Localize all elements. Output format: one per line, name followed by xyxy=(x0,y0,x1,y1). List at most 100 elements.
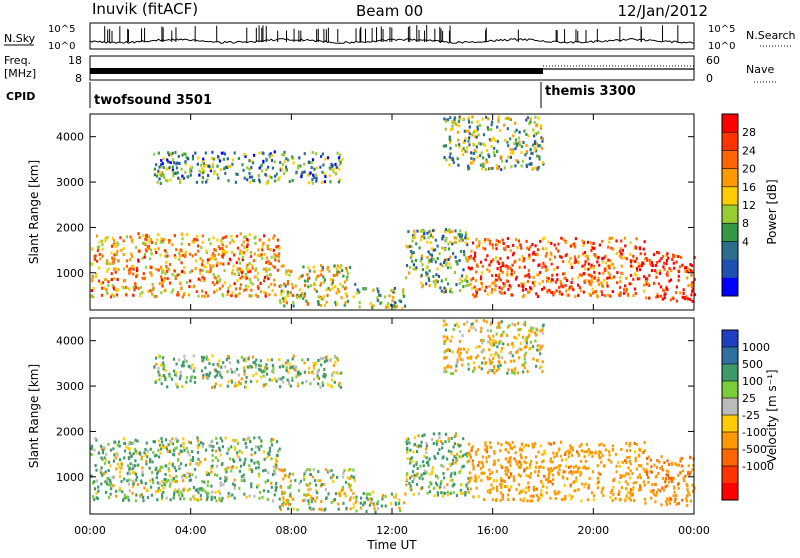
echo-cell xyxy=(517,160,520,164)
echo-cell xyxy=(167,267,170,271)
echo-cell xyxy=(235,466,238,470)
echo-cell xyxy=(468,478,471,482)
echo-cell xyxy=(173,466,176,470)
echo-cell xyxy=(173,369,176,373)
echo-cell xyxy=(529,148,532,152)
echo-cell xyxy=(191,363,194,367)
echo-cell xyxy=(575,476,578,480)
echo-cell xyxy=(432,229,435,233)
echo-cell xyxy=(215,288,219,292)
echo-cell xyxy=(338,494,341,498)
echo-cell xyxy=(303,361,306,365)
echo-cell xyxy=(481,471,484,475)
echo-cell xyxy=(460,491,463,495)
echo-cell xyxy=(275,463,278,467)
echo-cell xyxy=(580,471,583,475)
echo-cell xyxy=(442,339,445,343)
echo-cell xyxy=(542,459,545,463)
echo-cell xyxy=(240,355,243,359)
echo-cell xyxy=(127,498,130,502)
echo-cell xyxy=(211,150,214,154)
echo-cell xyxy=(599,451,602,455)
echo-cell xyxy=(536,344,539,348)
echo-cell xyxy=(278,365,281,369)
echo-cell xyxy=(273,377,276,380)
echo-cell xyxy=(493,451,496,455)
echo-cell xyxy=(301,381,304,385)
echo-cell xyxy=(500,334,503,338)
echo-cell xyxy=(443,342,446,346)
echo-cell xyxy=(120,466,123,470)
echo-cell xyxy=(248,294,251,298)
echo-cell xyxy=(225,165,228,169)
nave-label: Nave xyxy=(746,63,774,76)
echo-cell xyxy=(267,471,270,475)
echo-cell xyxy=(406,245,409,249)
echo-cell xyxy=(271,153,274,157)
echo-cell xyxy=(631,472,634,476)
echo-cell xyxy=(549,442,552,446)
echo-cell xyxy=(638,473,641,477)
echo-cell xyxy=(470,278,473,282)
echo-cell xyxy=(251,264,254,268)
echo-cell xyxy=(266,245,269,249)
echo-cell xyxy=(338,178,341,182)
echo-cell xyxy=(205,372,209,376)
echo-cell xyxy=(164,288,167,292)
echo-cell xyxy=(124,496,127,500)
echo-cell xyxy=(691,468,694,471)
echo-cell xyxy=(495,332,498,336)
echo-cell xyxy=(258,166,261,170)
echo-cell xyxy=(590,274,593,278)
echo-cell xyxy=(609,491,613,494)
echo-cell xyxy=(148,235,151,239)
echo-cell xyxy=(430,259,433,263)
echo-cell xyxy=(497,166,500,170)
echo-cell xyxy=(153,440,156,444)
echo-cell xyxy=(599,456,602,460)
echo-cell xyxy=(422,229,425,233)
echo-cell xyxy=(527,290,530,294)
echo-cell xyxy=(447,348,450,351)
echo-cell xyxy=(164,368,167,372)
echo-cell xyxy=(490,320,493,324)
echo-cell xyxy=(543,264,546,268)
echo-cell xyxy=(204,457,207,461)
echo-cell xyxy=(503,138,506,142)
echo-cell xyxy=(100,471,103,474)
echo-cell xyxy=(456,262,459,266)
echo-cell xyxy=(624,459,627,463)
echo-cell xyxy=(414,267,417,271)
echo-cell xyxy=(268,378,271,382)
echo-cell xyxy=(135,493,138,497)
echo-cell xyxy=(180,249,183,253)
echo-cell xyxy=(233,272,236,276)
echo-cell xyxy=(587,240,590,244)
echo-cell xyxy=(447,282,450,286)
echo-cell xyxy=(468,357,471,360)
echo-cell xyxy=(458,455,461,459)
echo-cell xyxy=(206,178,209,182)
echo-cell xyxy=(455,236,458,240)
echo-cell xyxy=(518,473,521,477)
echo-cell xyxy=(206,294,210,298)
echo-cell xyxy=(464,241,467,245)
echo-cell xyxy=(325,355,328,359)
echo-cell xyxy=(385,305,388,309)
echo-cell xyxy=(670,497,673,501)
echo-cell xyxy=(452,328,455,331)
echo-cell xyxy=(237,157,240,160)
echo-cell xyxy=(675,260,678,264)
echo-cell xyxy=(111,236,114,240)
echo-cell xyxy=(456,443,459,447)
echo-cell xyxy=(431,235,434,239)
echo-cell xyxy=(176,385,179,389)
echo-cell xyxy=(679,291,682,295)
echo-cell xyxy=(533,120,536,124)
echo-cell xyxy=(248,436,251,440)
echo-cell xyxy=(557,242,560,246)
echo-cell xyxy=(446,483,449,487)
echo-cell xyxy=(632,259,635,262)
echo-cell xyxy=(466,454,469,458)
echo-cell xyxy=(184,160,187,164)
